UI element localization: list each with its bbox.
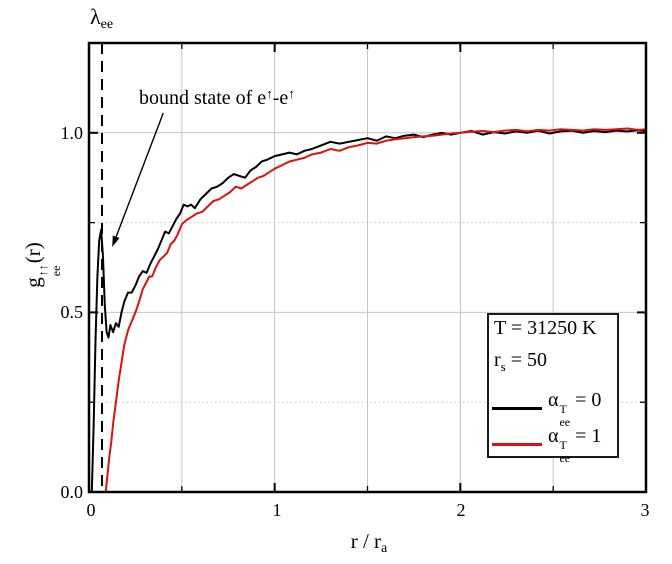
bound-state-annotation: bound state of e↑-e↑	[139, 86, 295, 109]
x-tick-label-0: 0	[86, 500, 96, 520]
lambda-ee-label: λee	[90, 5, 113, 37]
up-arrow-superscript: ↑	[288, 86, 295, 101]
y-tick-label-0.5: 0.5	[60, 302, 84, 322]
black-line-sample	[492, 407, 542, 410]
x-tick-label-3: 3	[640, 500, 650, 520]
legend-temperature: T = 31250 K	[494, 317, 597, 339]
y-axis-label: g ↑↑ ee (r)	[21, 242, 63, 288]
x-tick-label-2: 2	[456, 500, 466, 520]
y-tick-label-0.0: 0.0	[60, 482, 84, 502]
x-tick-label-1: 1	[272, 500, 282, 520]
lambda-subscript: ee	[100, 17, 114, 32]
y-tick-label-1.0: 1.0	[60, 123, 84, 143]
y-axis-label-scripts: ↑↑ ee	[36, 264, 63, 277]
lambda-symbol: λ	[90, 4, 101, 29]
legend-rs-value: rs = 50	[494, 349, 548, 374]
x-axis-label: r / ra	[350, 529, 388, 556]
up-arrow-superscript: ↑	[266, 86, 273, 101]
red-line-sample	[492, 443, 542, 446]
